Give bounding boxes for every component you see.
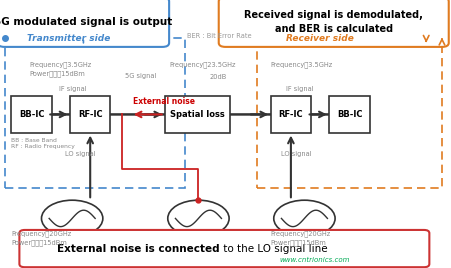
Text: Frequency：23.5GHz: Frequency：23.5GHz (169, 62, 235, 68)
Text: IF signal: IF signal (286, 87, 314, 92)
Text: 5G signal: 5G signal (125, 73, 157, 79)
Text: External noise is connected: External noise is connected (57, 244, 220, 254)
Bar (257, 38, 442, 188)
FancyBboxPatch shape (19, 230, 429, 267)
Text: BB : Base Band
RF : Radio Frequency: BB : Base Band RF : Radio Frequency (11, 138, 75, 149)
Text: BB-IC: BB-IC (337, 110, 362, 119)
Text: Frequency：3.5GHz: Frequency：3.5GHz (271, 62, 333, 68)
Text: LO signal: LO signal (281, 151, 311, 157)
Text: BER : Bit Error Rate: BER : Bit Error Rate (187, 33, 252, 39)
Circle shape (168, 200, 229, 237)
Bar (11, 96, 52, 133)
Text: LO signal: LO signal (65, 151, 96, 157)
Circle shape (41, 200, 103, 237)
Text: RF-IC: RF-IC (78, 110, 102, 119)
Text: Frequency：20GHz
Power　　：15dBm: Frequency：20GHz Power ：15dBm (271, 230, 331, 246)
Text: Transmitter side: Transmitter side (27, 34, 110, 43)
Text: BB-IC: BB-IC (19, 110, 44, 119)
FancyBboxPatch shape (219, 0, 449, 47)
Text: 20dB: 20dB (210, 74, 227, 80)
Text: IF signal: IF signal (59, 87, 86, 92)
Text: Received signal is demodulated,
and BER is calculated: Received signal is demodulated, and BER … (244, 10, 423, 34)
Text: www.cntrionics.com: www.cntrionics.com (280, 257, 350, 263)
Text: RF-IC: RF-IC (279, 110, 303, 119)
Text: 5G modulated signal is output: 5G modulated signal is output (0, 17, 173, 27)
Bar (70, 96, 110, 133)
Text: Receiver side: Receiver side (286, 34, 354, 43)
Bar (165, 96, 230, 133)
Text: to the LO signal line: to the LO signal line (220, 244, 328, 254)
Bar (271, 96, 311, 133)
Circle shape (274, 200, 335, 237)
FancyBboxPatch shape (0, 0, 169, 47)
Text: Frequency：20GHz
Power　　：15dBm: Frequency：20GHz Power ：15dBm (11, 230, 72, 246)
Text: External noise: External noise (133, 97, 195, 106)
Text: Frequency：3.5GHz
Power　　：15dBm: Frequency：3.5GHz Power ：15dBm (29, 62, 92, 77)
Text: Spatial loss: Spatial loss (170, 110, 225, 119)
Bar (329, 96, 370, 133)
Bar (5, 38, 185, 188)
